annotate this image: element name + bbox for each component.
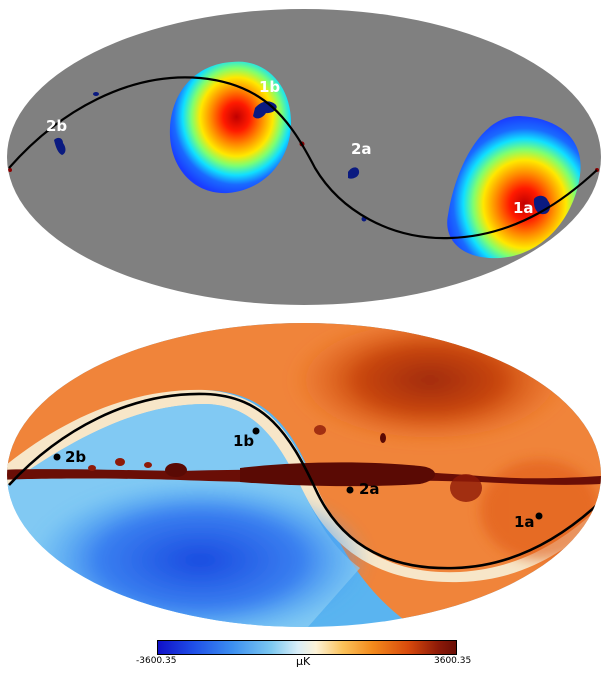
marker-2a: [346, 486, 354, 494]
galactic-feature-1: [165, 463, 187, 477]
galactic-feature-6: [314, 425, 326, 435]
cold-spot-south: [30, 480, 370, 627]
marker-1a: [535, 512, 543, 520]
colorbar-unit-label: μK: [296, 655, 311, 668]
bottom-map-panel: 1b 2b 2a 1a: [7, 323, 601, 627]
colorbar-gradient: [157, 640, 457, 655]
bottom-label-2a: 2a: [359, 480, 380, 498]
bottom-great-circle-curve: [8, 392, 598, 570]
colorbar-min-label: -3600.35: [136, 656, 177, 666]
galactic-center-bulge: [240, 462, 435, 487]
top-label-2a: 2a: [351, 140, 372, 158]
marker-2b: [53, 453, 61, 461]
galactic-feature-5: [144, 462, 152, 468]
top-label-1a: 1a: [513, 199, 534, 217]
marker-1b: [252, 427, 260, 435]
left-probability-blob: [169, 61, 292, 194]
colorbar-max-label: 3600.35: [434, 656, 472, 666]
top-label-1b: 1b: [259, 78, 280, 96]
spot-2b: [54, 137, 66, 155]
hot-spot-north: [290, 323, 570, 445]
galactic-feature-4: [88, 465, 96, 471]
colorbar-legend: -3600.35 μK 3600.35: [0, 636, 602, 673]
top-label-2b: 2b: [46, 117, 67, 135]
warm-patch-right: [480, 460, 600, 560]
galactic-feature-3: [115, 458, 125, 466]
spot-small-upper-left: [93, 92, 99, 96]
right-probability-blob: [447, 115, 581, 259]
spot-red-left-edge: [8, 168, 12, 172]
bottom-label-1a: 1a: [514, 513, 535, 531]
spot-2a: [348, 167, 360, 179]
sky-pale-band: [7, 389, 601, 583]
bottom-label-2b: 2b: [65, 448, 86, 466]
galactic-feature-2: [450, 474, 482, 502]
top-great-circle-curve: [8, 76, 598, 240]
bottom-label-1b: 1b: [233, 432, 254, 450]
galactic-feature-7: [380, 433, 386, 443]
top-map-panel: 1b 2b 2a 1a: [7, 9, 601, 305]
